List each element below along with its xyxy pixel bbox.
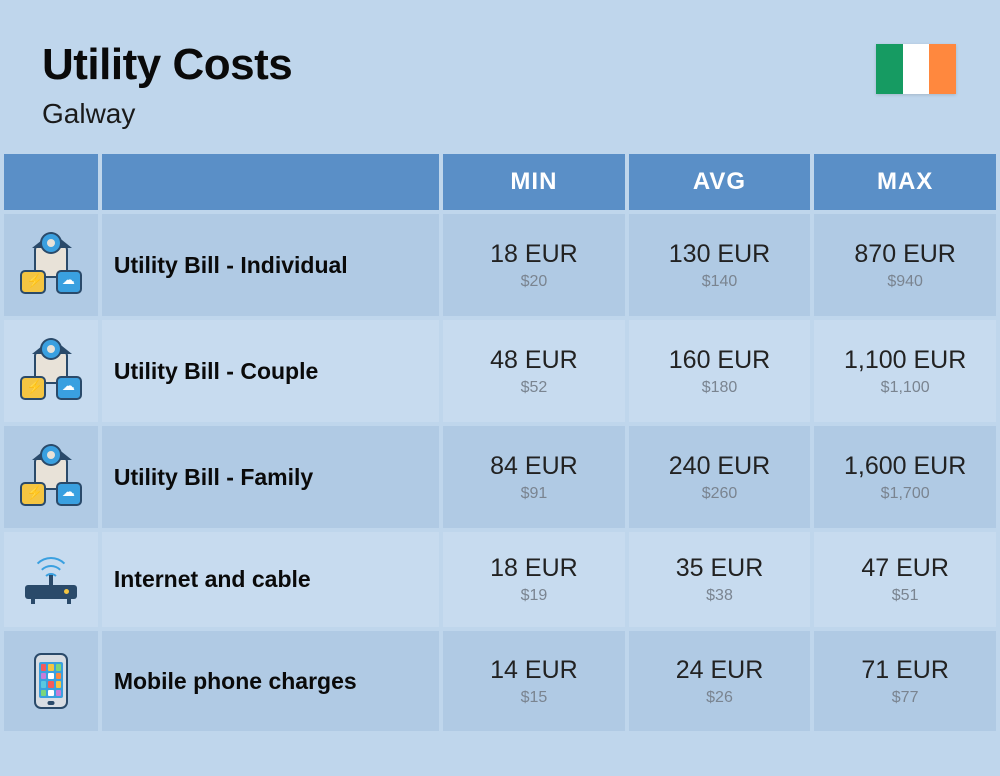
usd-value: $19 [453, 587, 615, 605]
row-icon-cell [4, 532, 98, 627]
row-min: 48 EUR $52 [443, 320, 625, 422]
row-label: Mobile phone charges [102, 631, 439, 731]
row-max: 870 EUR $940 [814, 214, 996, 316]
utility-icon [20, 342, 82, 400]
table-row: Internet and cable 18 EUR $19 35 EUR $38 47 E… [4, 532, 996, 627]
eur-value: 240 EUR [639, 452, 801, 481]
row-min: 84 EUR $91 [443, 426, 625, 528]
row-avg: 130 EUR $140 [629, 214, 811, 316]
usd-value: $26 [639, 689, 801, 707]
usd-value: $180 [639, 379, 801, 397]
eur-value: 14 EUR [453, 656, 615, 685]
page-title: Utility Costs [42, 40, 960, 90]
row-avg: 240 EUR $260 [629, 426, 811, 528]
table-row: Utility Bill - Family 84 EUR $91 240 EUR $26… [4, 426, 996, 528]
usd-value: $15 [453, 689, 615, 707]
table-row: Utility Bill - Individual 18 EUR $20 130 EU… [4, 214, 996, 316]
row-avg: 160 EUR $180 [629, 320, 811, 422]
eur-value: 1,100 EUR [824, 346, 986, 375]
costs-table: MIN AVG MAX Utility Bill - Individual18 … [0, 150, 1000, 735]
row-icon-cell [4, 214, 98, 316]
phone-icon [34, 653, 68, 709]
utility-icon [20, 448, 82, 506]
usd-value: $1,700 [824, 485, 986, 503]
row-label: Utility Bill - Family [102, 426, 439, 528]
usd-value: $77 [824, 689, 986, 707]
eur-value: 1,600 EUR [824, 452, 986, 481]
eur-value: 24 EUR [639, 656, 801, 685]
usd-value: $52 [453, 379, 615, 397]
row-max: 1,100 EUR $1,100 [814, 320, 996, 422]
eur-value: 47 EUR [824, 554, 986, 583]
row-max: 71 EUR $77 [814, 631, 996, 731]
table-body: Utility Bill - Individual 18 EUR $20 130 EU… [4, 214, 996, 731]
flag-stripe [876, 44, 903, 94]
usd-value: $38 [639, 587, 801, 605]
eur-value: 18 EUR [453, 554, 615, 583]
row-min: 18 EUR $20 [443, 214, 625, 316]
row-icon-cell [4, 426, 98, 528]
header-icon-col [4, 154, 98, 210]
row-min: 18 EUR $19 [443, 532, 625, 627]
usd-value: $51 [824, 587, 986, 605]
row-max: 1,600 EUR $1,700 [814, 426, 996, 528]
row-avg: 35 EUR $38 [629, 532, 811, 627]
usd-value: $140 [639, 273, 801, 291]
row-icon-cell [4, 631, 98, 731]
header-avg: AVG [629, 154, 811, 210]
table-row: Mobile phone charges 14 EUR $15 24 EUR $26 71… [4, 631, 996, 731]
ireland-flag-icon [876, 44, 956, 94]
row-min: 14 EUR $15 [443, 631, 625, 731]
eur-value: 130 EUR [639, 240, 801, 269]
router-icon [21, 555, 81, 605]
row-label: Utility Bill - Couple [102, 320, 439, 422]
utility-icon [20, 236, 82, 294]
eur-value: 84 EUR [453, 452, 615, 481]
page-subtitle: Galway [42, 98, 960, 130]
usd-value: $20 [453, 273, 615, 291]
eur-value: 71 EUR [824, 656, 986, 685]
header-label-col [102, 154, 439, 210]
flag-stripe [903, 44, 930, 94]
usd-value: $260 [639, 485, 801, 503]
table-row: Utility Bill - Couple 48 EUR $52 160 EUR $18… [4, 320, 996, 422]
usd-value: $940 [824, 273, 986, 291]
row-label: Internet and cable [102, 532, 439, 627]
eur-value: 870 EUR [824, 240, 986, 269]
table-header-row: MIN AVG MAX [4, 154, 996, 210]
row-icon-cell [4, 320, 98, 422]
header: Utility Costs Galway [0, 0, 1000, 150]
row-max: 47 EUR $51 [814, 532, 996, 627]
row-label: Utility Bill - Individual [102, 214, 439, 316]
usd-value: $91 [453, 485, 615, 503]
eur-value: 48 EUR [453, 346, 615, 375]
eur-value: 160 EUR [639, 346, 801, 375]
row-avg: 24 EUR $26 [629, 631, 811, 731]
eur-value: 18 EUR [453, 240, 615, 269]
header-min: MIN [443, 154, 625, 210]
header-max: MAX [814, 154, 996, 210]
eur-value: 35 EUR [639, 554, 801, 583]
usd-value: $1,100 [824, 379, 986, 397]
page: Utility Costs Galway MIN AVG MAX Utility… [0, 0, 1000, 776]
flag-stripe [929, 44, 956, 94]
